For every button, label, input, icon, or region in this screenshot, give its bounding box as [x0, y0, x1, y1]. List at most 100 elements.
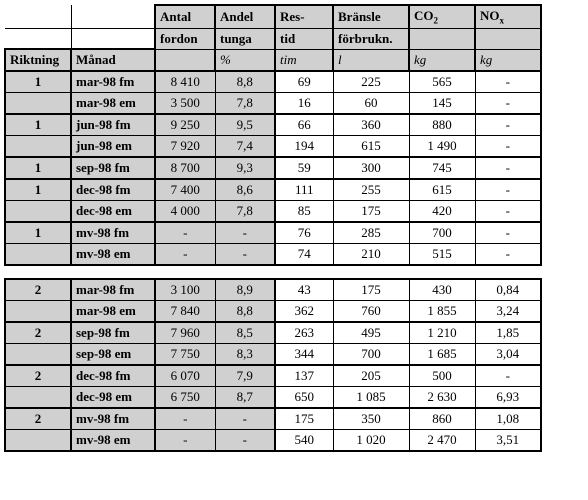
cell-riktning	[5, 344, 71, 366]
cell-nox: 1,08	[475, 408, 541, 430]
cell-riktning: 2	[5, 365, 71, 387]
cell-co2: 700	[409, 222, 475, 244]
cell-co2: 2 470	[409, 430, 475, 452]
cell-nox: 1,85	[475, 322, 541, 344]
col-unit-antal	[155, 49, 215, 71]
empty-cell	[5, 28, 71, 49]
cell-riktning: 2	[5, 279, 71, 301]
cell-nox: -	[475, 244, 541, 266]
table-row: 2sep-98 fm7 9608,52634951 2101,85	[5, 322, 541, 344]
empty-cell	[5, 5, 71, 28]
cell-co2: 745	[409, 157, 475, 179]
cell-antal: 6 070	[155, 365, 215, 387]
cell-res: 76	[275, 222, 333, 244]
cell-bransle: 300	[333, 157, 409, 179]
cell-manad: dec-98 fm	[71, 365, 155, 387]
col-header-co2-2	[409, 28, 475, 49]
cell-antal: 7 840	[155, 301, 215, 323]
cell-antal: 3 100	[155, 279, 215, 301]
cell-manad: mv-98 fm	[71, 408, 155, 430]
cell-bransle: 210	[333, 244, 409, 266]
table-row: 1mar-98 fm8 4108,869225565-	[5, 71, 541, 93]
cell-antal: 7 920	[155, 136, 215, 158]
col-header-co2: CO2	[409, 5, 475, 28]
cell-antal: 3 500	[155, 93, 215, 115]
cell-co2: 1 210	[409, 322, 475, 344]
cell-res: 175	[275, 408, 333, 430]
col-header-res-2: tid	[275, 28, 333, 49]
cell-andel: 7,4	[215, 136, 275, 158]
cell-riktning: 2	[5, 322, 71, 344]
cell-res: 43	[275, 279, 333, 301]
cell-andel: 8,8	[215, 71, 275, 93]
table-row: 2dec-98 fm6 0707,9137205500-	[5, 365, 541, 387]
cell-co2: 860	[409, 408, 475, 430]
cell-bransle: 760	[333, 301, 409, 323]
cell-res: 650	[275, 387, 333, 409]
col-header-nox-2	[475, 28, 541, 49]
table-row: sep-98 em7 7508,33447001 6853,04	[5, 344, 541, 366]
cell-bransle: 60	[333, 93, 409, 115]
cell-nox: 3,04	[475, 344, 541, 366]
cell-bransle: 360	[333, 114, 409, 136]
cell-bransle: 1 020	[333, 430, 409, 452]
cell-manad: jun-98 em	[71, 136, 155, 158]
cell-res: 85	[275, 201, 333, 223]
cell-res: 74	[275, 244, 333, 266]
cell-andel: 7,9	[215, 365, 275, 387]
cell-andel: 8,9	[215, 279, 275, 301]
table-gap	[5, 265, 541, 279]
cell-bransle: 350	[333, 408, 409, 430]
cell-co2: 1 685	[409, 344, 475, 366]
col-unit-nox: kg	[475, 49, 541, 71]
table-row: dec-98 em4 0007,885175420-	[5, 201, 541, 223]
cell-riktning: 1	[5, 222, 71, 244]
cell-manad: mar-98 fm	[71, 279, 155, 301]
cell-riktning	[5, 201, 71, 223]
cell-nox: -	[475, 365, 541, 387]
cell-riktning: 1	[5, 71, 71, 93]
col-header-bransle: Bränsle	[333, 5, 409, 28]
cell-antal: 8 700	[155, 157, 215, 179]
cell-riktning	[5, 244, 71, 266]
table-row: 2mar-98 fm3 1008,9431754300,84	[5, 279, 541, 301]
cell-antal: 9 250	[155, 114, 215, 136]
cell-res: 263	[275, 322, 333, 344]
cell-andel: 8,6	[215, 179, 275, 201]
cell-res: 66	[275, 114, 333, 136]
cell-res: 111	[275, 179, 333, 201]
col-unit-co2: kg	[409, 49, 475, 71]
col-header-bransle-2: förbrukn.	[333, 28, 409, 49]
cell-nox: -	[475, 179, 541, 201]
cell-antal: -	[155, 244, 215, 266]
cell-res: 344	[275, 344, 333, 366]
cell-andel: 9,3	[215, 157, 275, 179]
cell-res: 59	[275, 157, 333, 179]
header-row-3: Riktning Månad % tim l kg kg	[5, 49, 541, 71]
table-row: mar-98 em7 8408,83627601 8553,24	[5, 301, 541, 323]
cell-nox: 3,51	[475, 430, 541, 452]
col-unit-res: tim	[275, 49, 333, 71]
col-header-antal-2: fordon	[155, 28, 215, 49]
cell-antal: 4 000	[155, 201, 215, 223]
cell-co2: 1 490	[409, 136, 475, 158]
cell-andel: 7,8	[215, 93, 275, 115]
cell-andel: -	[215, 222, 275, 244]
cell-riktning: 2	[5, 408, 71, 430]
table-row: 2mv-98 fm--1753508601,08	[5, 408, 541, 430]
cell-manad: mv-98 fm	[71, 222, 155, 244]
traffic-data-table: Antal Andel Res- Bränsle CO2 NOx fordon …	[4, 4, 542, 452]
cell-manad: dec-98 fm	[71, 179, 155, 201]
col-unit-andel: %	[215, 49, 275, 71]
cell-co2: 145	[409, 93, 475, 115]
cell-antal: 7 400	[155, 179, 215, 201]
col-header-riktning: Riktning	[5, 49, 71, 71]
cell-nox: -	[475, 93, 541, 115]
cell-co2: 2 630	[409, 387, 475, 409]
cell-andel: -	[215, 408, 275, 430]
cell-bransle: 205	[333, 365, 409, 387]
col-header-andel-2: tunga	[215, 28, 275, 49]
cell-bransle: 700	[333, 344, 409, 366]
cell-manad: jun-98 fm	[71, 114, 155, 136]
cell-riktning: 1	[5, 179, 71, 201]
